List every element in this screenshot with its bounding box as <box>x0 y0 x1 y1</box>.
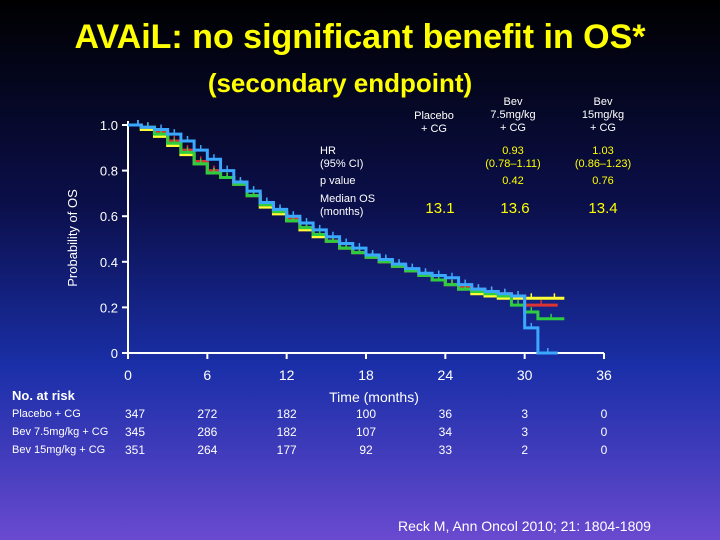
km-curve-3 <box>128 123 558 355</box>
risk-cell: 107 <box>355 425 377 439</box>
x-tick-label: 0 <box>124 367 132 383</box>
slide-subtitle: (secondary endpoint) <box>207 68 473 98</box>
risk-cell: 0 <box>600 443 608 457</box>
risk-cell: 2 <box>521 443 528 457</box>
risk-cell: 182 <box>276 425 297 439</box>
y-tick-label: 0.2 <box>100 300 118 315</box>
risk-cell: 0 <box>600 425 608 439</box>
x-tick-label: 24 <box>438 367 454 383</box>
table-header-placebo: Placebo + CG <box>414 110 454 135</box>
y-axis-label: Probability of OS <box>65 189 80 287</box>
risk-cell: 347 <box>124 407 146 421</box>
risk-cell: 272 <box>197 407 218 421</box>
risk-heading: No. at risk <box>12 388 75 403</box>
row-label-pvalue: p value <box>320 175 356 187</box>
x-tick-label: 12 <box>279 367 295 383</box>
y-tick-label: 0.4 <box>100 255 118 270</box>
risk-row-label: Bev 15mg/kg + CG <box>12 444 106 456</box>
risk-cell: 3 <box>521 407 528 421</box>
x-tick-label: 6 <box>203 367 211 383</box>
y-tick-label: 0.8 <box>100 164 118 179</box>
median-bev75: 13.6 <box>500 200 530 217</box>
x-tick-label: 36 <box>596 367 612 383</box>
pvalue-bev75: 0.42 <box>502 175 524 187</box>
risk-cell: 34 <box>438 425 452 439</box>
risk-cell: 3 <box>521 425 528 439</box>
risk-row-label: Placebo + CG <box>12 408 81 420</box>
risk-cell: 264 <box>197 443 218 457</box>
y-tick-label: 0.6 <box>100 209 118 224</box>
median-bev15: 13.4 <box>588 200 618 217</box>
risk-cell: 92 <box>359 443 373 457</box>
risk-cell: 0 <box>600 407 608 421</box>
hr-bev15: 1.03 (0.86–1.23) <box>574 145 632 170</box>
risk-cell: 36 <box>438 407 452 421</box>
table-header-bev75: Bev 7.5mg/kg + CG <box>490 96 536 134</box>
row-label-median: Median OS (months) <box>320 193 376 218</box>
x-tick-label: 30 <box>517 367 533 383</box>
risk-cell: 100 <box>355 407 377 421</box>
x-axis-label: Time (months) <box>329 389 419 405</box>
citation: Reck M, Ann Oncol 2010; 21: 1804-1809 <box>398 518 651 534</box>
y-tick-label: 1.0 <box>100 118 118 133</box>
risk-row-label: Bev 7.5mg/kg + CG <box>12 426 109 438</box>
risk-cell: 177 <box>276 443 297 457</box>
row-label-hr: HR (95% CI) <box>320 145 364 170</box>
pvalue-bev15: 0.76 <box>592 175 614 187</box>
median-placebo: 13.1 <box>425 200 455 217</box>
risk-cell: 182 <box>276 407 297 421</box>
y-tick-label: 0 <box>111 346 118 361</box>
risk-cell: 286 <box>197 425 218 439</box>
slide-title: AVAiL: no significant benefit in OS* <box>74 18 646 56</box>
table-header-bev15: Bev 15mg/kg + CG <box>581 96 625 134</box>
risk-cell: 345 <box>124 425 146 439</box>
x-tick-label: 18 <box>358 367 374 383</box>
risk-cell: 33 <box>438 443 452 457</box>
hr-bev75: 0.93 (0.78–1.11) <box>485 145 541 170</box>
risk-cell: 351 <box>124 443 146 457</box>
